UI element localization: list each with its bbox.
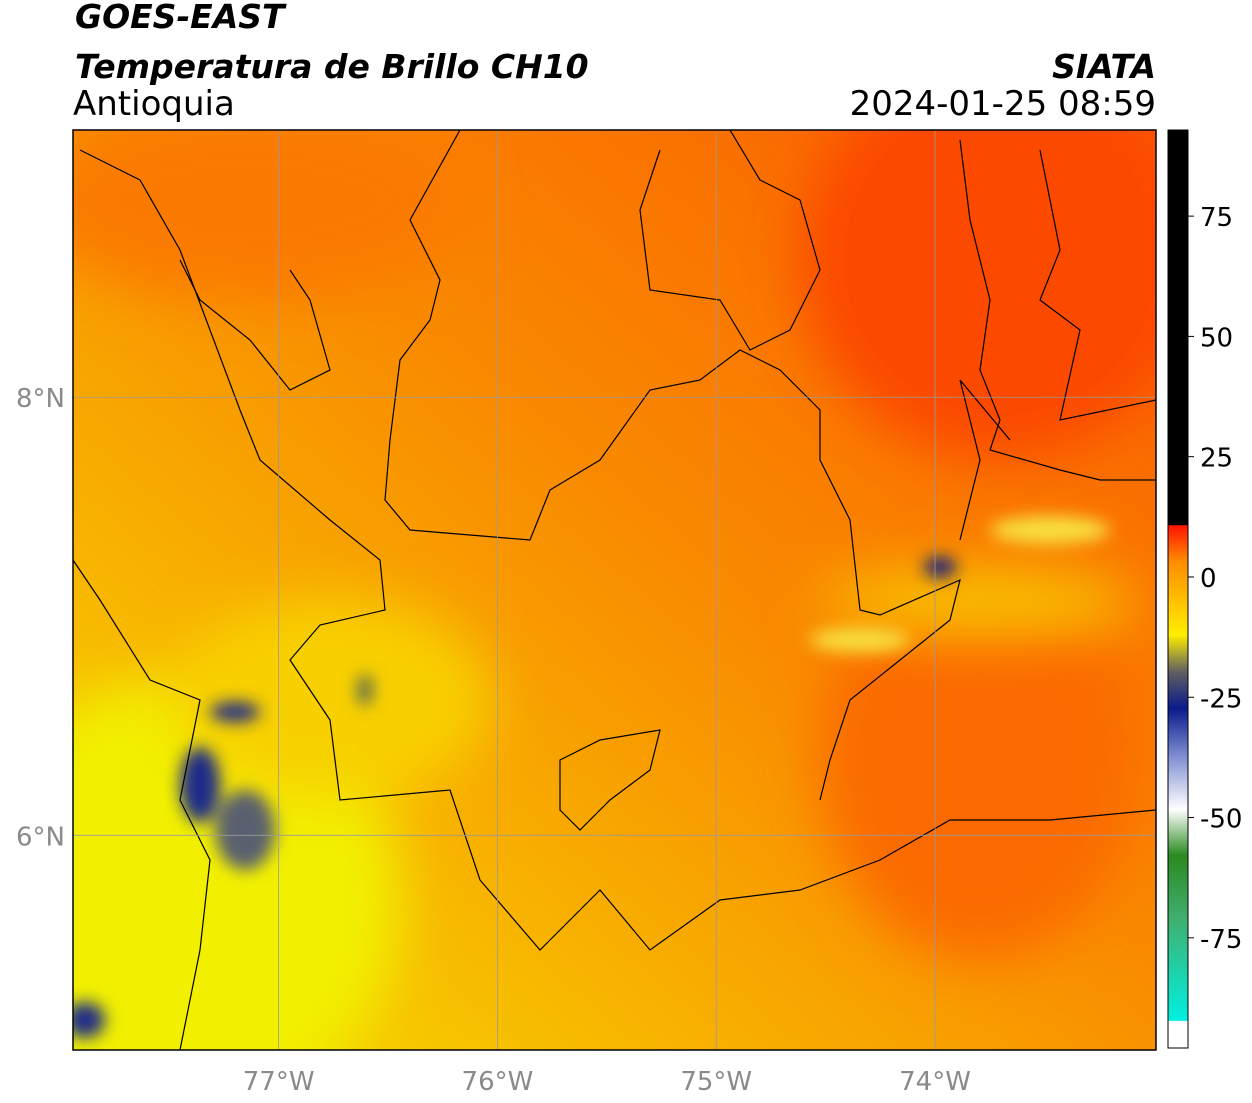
source: SIATA [1052, 47, 1156, 86]
boundaries [73, 130, 1156, 1050]
colorbar-tick-label: 25 [1200, 444, 1233, 474]
cold-clouds [73, 516, 1110, 1038]
colorbar-tick-label: -75 [1200, 925, 1242, 955]
y-tick-label: 6°N [16, 822, 65, 852]
title: GOES-EAST [75, 0, 287, 36]
x-tick-label: 77°W [243, 1067, 315, 1097]
colorbar-tick-label: 75 [1200, 203, 1233, 233]
region: Antioquia [73, 84, 235, 124]
map-field [73, 130, 1156, 1050]
map-frame [72, 129, 1157, 1051]
colorbar-tick-label: 50 [1200, 323, 1233, 353]
x-tick-label: 75°W [680, 1067, 752, 1097]
subtitle: Temperatura de Brillo CH10 [75, 47, 589, 86]
colorbar-tick-label: 0 [1200, 564, 1217, 594]
colorbar-tick-label: -25 [1200, 684, 1242, 714]
grid [73, 130, 1156, 1050]
timestamp: 2024-01-25 08:59 [850, 84, 1156, 124]
x-tick-label: 74°W [899, 1067, 971, 1097]
colorbar [1167, 129, 1189, 1049]
y-tick-label: 8°N [16, 384, 65, 414]
x-tick-label: 76°W [462, 1067, 534, 1097]
colorbar-tick-label: -50 [1200, 805, 1242, 835]
